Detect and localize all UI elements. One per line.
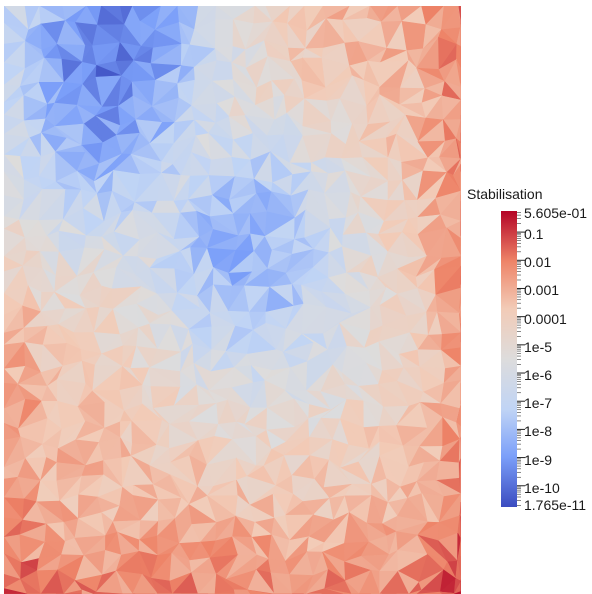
colorbar-tick-label: 1e-10	[524, 479, 560, 496]
colorbar	[501, 211, 517, 507]
colorbar-tick-label: 1e-7	[524, 395, 553, 412]
colorbar-tick-label: 1e-9	[524, 451, 553, 468]
colorbar-tick-label: 0.001	[524, 282, 560, 299]
colorbar-ticks	[517, 212, 525, 506]
colorbar-max-label: 5.605e-01	[524, 205, 588, 221]
colorbar-tick-label: 0.0001	[524, 310, 567, 327]
colorbar-title: Stabilisation	[467, 186, 543, 202]
colorbar-tick-label: 0.1	[524, 226, 544, 243]
stabilisation-field-plot	[4, 6, 461, 594]
colorbar-tick-label: 1e-6	[524, 367, 553, 384]
colorbar-tick-label: 0.01	[524, 254, 552, 271]
colorbar-tick-label: 1e-5	[524, 338, 553, 355]
colorbar-min-label: 1.765e-11	[524, 497, 587, 513]
colorbar-tick-label: 1e-8	[524, 423, 553, 440]
